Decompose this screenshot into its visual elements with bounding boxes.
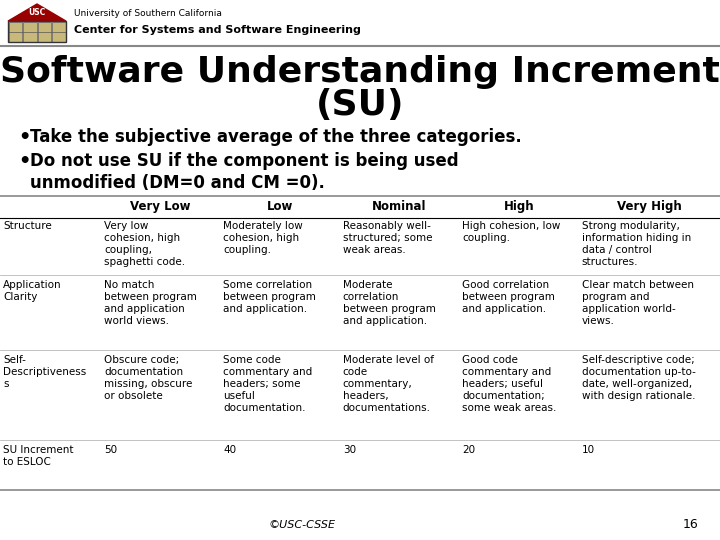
Text: 16: 16	[683, 518, 698, 531]
Text: Good correlation
between program
and application.: Good correlation between program and app…	[462, 280, 555, 314]
Text: Moderately low
cohesion, high
coupling.: Moderately low cohesion, high coupling.	[223, 221, 303, 255]
Text: Software Understanding Increment: Software Understanding Increment	[0, 55, 720, 89]
Text: Take the subjective average of the three categories.: Take the subjective average of the three…	[30, 128, 522, 146]
Text: Self-descriptive code;
documentation up-to-
date, well-organized,
with design ra: Self-descriptive code; documentation up-…	[582, 355, 696, 401]
FancyBboxPatch shape	[23, 22, 37, 42]
FancyBboxPatch shape	[37, 22, 51, 42]
Text: ©USC-CSSE: ©USC-CSSE	[269, 520, 336, 530]
Text: Low: Low	[267, 200, 293, 213]
Text: Clear match between
program and
application world-
views.: Clear match between program and applicat…	[582, 280, 694, 326]
Text: Nominal: Nominal	[372, 200, 427, 213]
Text: Moderate level of
code
commentary,
headers,
documentations.: Moderate level of code commentary, heade…	[343, 355, 434, 413]
Text: Some code
commentary and
headers; some
useful
documentation.: Some code commentary and headers; some u…	[223, 355, 312, 413]
Text: Structure: Structure	[3, 221, 52, 231]
FancyBboxPatch shape	[52, 22, 66, 42]
Text: Self-
Descriptiveness
s: Self- Descriptiveness s	[3, 355, 86, 389]
Text: Strong modularity,
information hiding in
data / control
structures.: Strong modularity, information hiding in…	[582, 221, 691, 267]
Text: Center for Systems and Software Engineering: Center for Systems and Software Engineer…	[74, 25, 361, 35]
Text: (SU): (SU)	[316, 88, 404, 122]
Text: University of Southern California: University of Southern California	[74, 10, 222, 18]
Text: Application
Clarity: Application Clarity	[3, 280, 62, 302]
Text: Some correlation
between program
and application.: Some correlation between program and app…	[223, 280, 316, 314]
Text: 20: 20	[462, 445, 475, 455]
Text: High: High	[504, 200, 534, 213]
Text: 50: 50	[104, 445, 117, 455]
Text: Very Low: Very Low	[130, 200, 191, 213]
Text: Very High: Very High	[617, 200, 682, 213]
Text: High cohesion, low
coupling.: High cohesion, low coupling.	[462, 221, 561, 243]
Text: •: •	[18, 152, 30, 171]
Text: Obscure code;
documentation
missing, obscure
or obsolete: Obscure code; documentation missing, obs…	[104, 355, 192, 401]
Text: No match
between program
and application
world views.: No match between program and application…	[104, 280, 197, 326]
Text: Good code
commentary and
headers; useful
documentation;
some weak areas.: Good code commentary and headers; useful…	[462, 355, 557, 413]
Text: •: •	[18, 128, 30, 147]
Text: Do not use SU if the component is being used
unmodified (DM=0 and CM =0).: Do not use SU if the component is being …	[30, 152, 459, 192]
Text: Reasonably well-
structured; some
weak areas.: Reasonably well- structured; some weak a…	[343, 221, 432, 255]
Text: SU Increment
to ESLOC: SU Increment to ESLOC	[3, 445, 73, 467]
Text: Very low
cohesion, high
coupling,
spaghetti code.: Very low cohesion, high coupling, spaghe…	[104, 221, 185, 267]
Text: USC: USC	[28, 8, 45, 17]
FancyBboxPatch shape	[9, 22, 22, 42]
Text: 40: 40	[223, 445, 236, 455]
Text: 30: 30	[343, 445, 356, 455]
Polygon shape	[8, 4, 66, 21]
Text: Moderate
correlation
between program
and application.: Moderate correlation between program and…	[343, 280, 436, 326]
Text: 10: 10	[582, 445, 595, 455]
